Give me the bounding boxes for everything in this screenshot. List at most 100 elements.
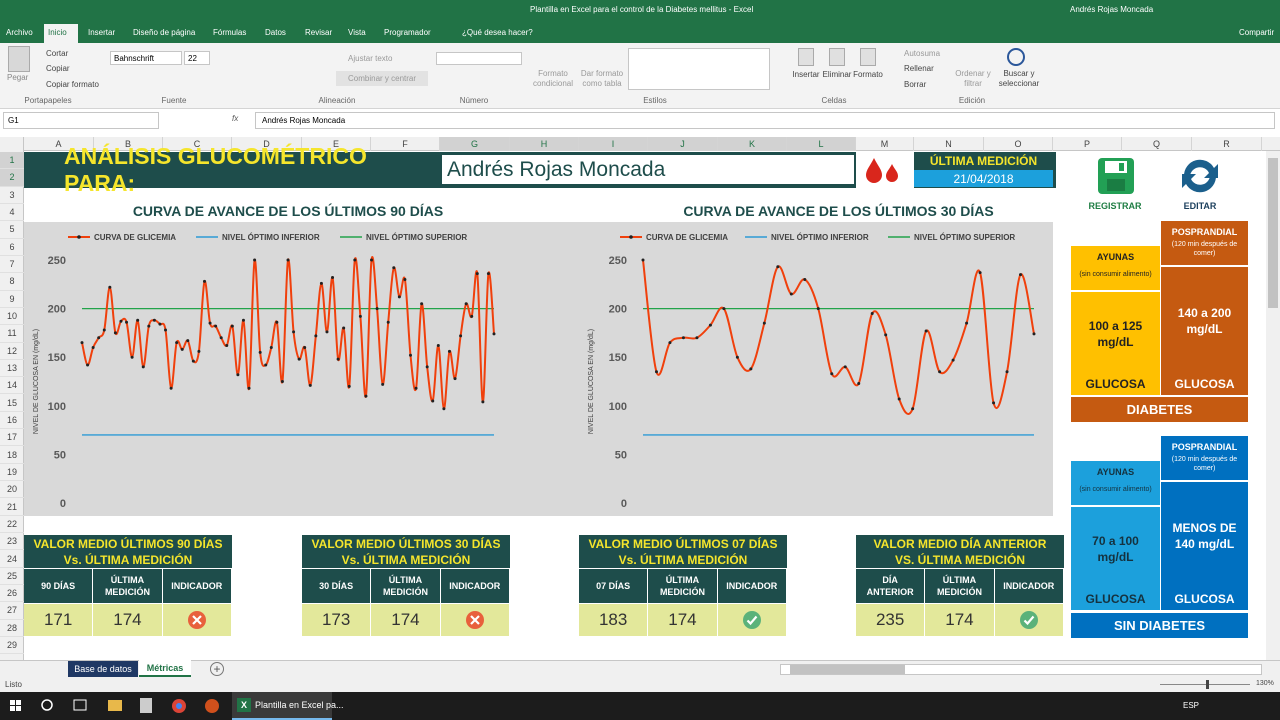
column-header: H <box>510 137 579 151</box>
ribbon-button[interactable]: Rellenar <box>904 64 934 73</box>
ribbon-tab[interactable]: Revisar <box>305 28 333 37</box>
row-header: 1 <box>0 152 24 170</box>
ribbon-tab[interactable]: Diseño de página <box>133 28 196 37</box>
ribbon-tab[interactable]: Programador <box>384 28 431 37</box>
ribbon-tab[interactable]: Inicio <box>48 28 67 37</box>
scroll-thumb[interactable] <box>790 665 905 674</box>
last-measure-label: ÚLTIMA MEDICIÓN <box>914 152 1053 170</box>
data-point <box>152 318 156 322</box>
horizontal-scrollbar[interactable] <box>780 664 1262 675</box>
data-point <box>381 382 385 386</box>
data-point <box>292 330 296 334</box>
data-point <box>762 321 766 325</box>
scroll-thumb[interactable] <box>1268 158 1278 308</box>
data-point <box>258 350 262 354</box>
data-point <box>492 332 496 336</box>
row-header: 2 <box>0 169 24 187</box>
sheet-tab-active[interactable]: Métricas <box>139 660 191 677</box>
data-point <box>425 365 429 369</box>
summary-value: 174 <box>391 610 420 629</box>
ribbon-tab[interactable]: Fórmulas <box>213 28 247 37</box>
plot-background <box>24 222 540 516</box>
data-point <box>938 370 942 374</box>
data-point <box>353 258 357 262</box>
chart-title: CURVA DE AVANCE DE LOS ÚLTIMOS 30 DÍAS <box>683 202 993 219</box>
row-header: 11 <box>0 325 24 343</box>
data-point <box>397 295 401 299</box>
data-point <box>447 349 451 353</box>
function-button[interactable]: fx <box>232 114 239 123</box>
ribbon-button[interactable]: Buscar y seleccionar <box>998 69 1040 88</box>
ribbon-button[interactable]: Dar formato como tabla <box>580 69 624 88</box>
ribbon-button[interactable]: Combinar y centrar <box>348 74 417 83</box>
data-point <box>375 307 379 311</box>
formula-input[interactable]: Andrés Rojas Moncada <box>255 112 1275 129</box>
ribbon-button[interactable]: Cortar <box>46 49 69 58</box>
register-label[interactable]: REGISTRAR <box>1088 201 1142 211</box>
zoom-level[interactable]: 130% <box>1256 680 1274 687</box>
ribbon-button[interactable]: Autosuma <box>904 49 941 58</box>
data-point <box>331 275 335 279</box>
data-point <box>486 272 490 276</box>
sheet-tab[interactable]: Base de datos <box>68 661 138 677</box>
column-header: P <box>1053 137 1122 151</box>
row-header: 23 <box>0 533 24 551</box>
row-header: 6 <box>0 239 24 256</box>
zoom-thumb[interactable] <box>1206 680 1209 689</box>
ribbon-button[interactable]: Ajustar texto <box>348 54 393 63</box>
taskbar-window-label[interactable]: Plantilla en Excel pa... <box>255 700 344 710</box>
share-button[interactable]: Compartir <box>1239 28 1275 37</box>
panel-note: (120 min después de comer) <box>1171 456 1238 472</box>
row-header: 3 <box>0 187 24 204</box>
data-point <box>668 341 672 345</box>
data-point <box>436 344 440 348</box>
legend-label: NIVEL ÓPTIMO INFERIOR <box>771 233 869 242</box>
data-point <box>789 292 793 296</box>
data-point <box>130 355 134 359</box>
ribbon-tab[interactable]: Vista <box>348 28 366 37</box>
add-sheet-button[interactable]: + <box>210 662 224 676</box>
data-point <box>431 399 435 403</box>
zoom-slider[interactable] <box>1160 684 1250 685</box>
ribbon-tab[interactable]: Datos <box>265 28 286 37</box>
number-format-box[interactable] <box>436 52 522 65</box>
row-header: 22 <box>0 516 24 534</box>
y-tick-label: 0 <box>621 498 627 510</box>
edit-icon[interactable] <box>1178 156 1222 196</box>
ribbon-button[interactable]: Borrar <box>904 80 927 89</box>
ribbon-button[interactable]: Eliminar <box>822 69 852 79</box>
data-point <box>175 341 179 345</box>
ribbon-button[interactable]: Copiar <box>46 64 70 73</box>
row-header: 19 <box>0 464 24 482</box>
register-icon[interactable] <box>1097 157 1135 195</box>
panel-title: POSPRANDIAL <box>1171 226 1238 237</box>
data-point <box>280 380 284 383</box>
ribbon-button[interactable]: Insertar <box>792 69 820 79</box>
ribbon-button[interactable]: Ordenar y filtrar <box>955 69 991 88</box>
font-size-box[interactable]: 22 <box>184 51 210 65</box>
ribbon-button[interactable]: Pegar <box>7 73 29 82</box>
summary-value: 173 <box>321 610 351 629</box>
row-header: 28 <box>0 620 24 637</box>
ribbon-group-label: Celdas <box>821 96 847 105</box>
ribbon-button[interactable]: Formato <box>853 69 883 79</box>
ribbon-tab[interactable]: Insertar <box>88 28 116 37</box>
data-point <box>464 302 468 306</box>
name-box[interactable]: G1 <box>3 112 159 129</box>
ribbon-group-label: Fuente <box>161 96 187 105</box>
font-name-box[interactable]: Bahnschrift <box>110 51 182 65</box>
status-text: Listo <box>5 680 22 689</box>
edit-label[interactable]: EDITAR <box>1183 201 1217 211</box>
y-tick-label: 250 <box>48 255 66 267</box>
find-icon <box>1007 48 1025 66</box>
title-bar <box>0 0 1280 43</box>
drop-cell <box>856 152 914 188</box>
ribbon-button[interactable]: Copiar formato <box>46 80 99 89</box>
legend-label: NIVEL ÓPTIMO INFERIOR <box>222 233 320 242</box>
ribbon-tab[interactable]: Archivo <box>6 28 33 37</box>
status-bar <box>0 678 1280 692</box>
data-point <box>830 372 834 376</box>
data-point <box>884 333 888 337</box>
ribbon-button[interactable]: Formato condicional <box>532 69 574 88</box>
ribbon-tab[interactable]: ¿Qué desea hacer? <box>462 28 533 37</box>
